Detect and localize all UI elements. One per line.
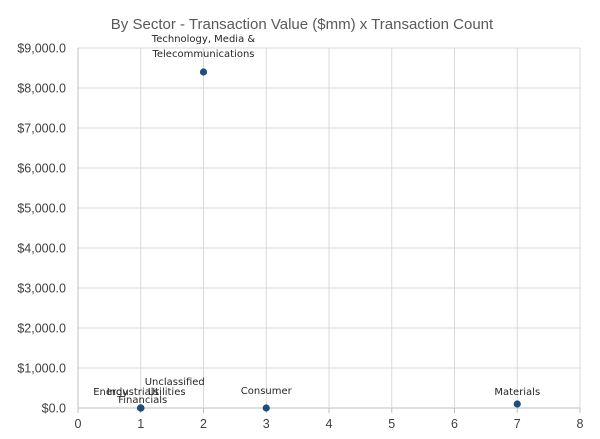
data-label: Industrials <box>107 387 159 398</box>
data-label: Unclassified <box>145 377 205 388</box>
y-tick-label: $1,000.0 <box>17 362 66 376</box>
x-tick-label: 1 <box>137 417 144 431</box>
y-tick-label: $8,000.0 <box>17 82 66 96</box>
data-label: Energy <box>93 387 128 398</box>
data-point <box>199 68 208 76</box>
x-tick-label: 6 <box>451 417 458 431</box>
y-tick-label: $2,000.0 <box>17 322 66 336</box>
y-tick-label: $7,000.0 <box>17 122 66 136</box>
data-label: Utilities <box>148 387 186 398</box>
tick-labels: $0.0 $1,000.0 $2,000.0 $3,000.0 $4,000.0 $5,0… <box>17 42 583 432</box>
data-point <box>137 404 145 412</box>
data-point <box>262 404 270 412</box>
y-tick-label: $3,000.0 <box>17 282 66 296</box>
data-labels: Technology, Media & Telecommunications Con… <box>93 34 540 406</box>
x-tick-label: 3 <box>263 417 270 431</box>
x-tick-label: 0 <box>75 417 82 431</box>
y-tick-label: $5,000.0 <box>17 202 66 216</box>
data-label: Consumer <box>241 386 293 397</box>
x-tick-label: 2 <box>200 417 207 431</box>
data-points <box>137 68 521 412</box>
chart-title: By Sector - Transaction Value ($mm) x Tr… <box>111 16 494 33</box>
gridlines <box>77 47 581 413</box>
data-label: Materials <box>494 387 540 398</box>
y-tick-label: $0.0 <box>42 402 66 416</box>
data-label: Technology, Media & Telecommunications <box>151 34 256 60</box>
y-tick-label: $4,000.0 <box>17 242 66 256</box>
x-tick-label: 8 <box>577 417 584 431</box>
x-tick-label: 5 <box>388 417 395 431</box>
y-tick-label: $6,000.0 <box>17 162 66 176</box>
data-label: Financials <box>118 395 167 406</box>
x-tick-label: 4 <box>326 417 333 431</box>
x-tick-label: 7 <box>514 417 521 431</box>
y-tick-label: $9,000.0 <box>17 42 66 56</box>
data-point <box>513 400 521 408</box>
